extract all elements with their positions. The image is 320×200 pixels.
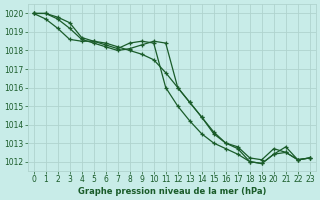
X-axis label: Graphe pression niveau de la mer (hPa): Graphe pression niveau de la mer (hPa): [77, 187, 266, 196]
